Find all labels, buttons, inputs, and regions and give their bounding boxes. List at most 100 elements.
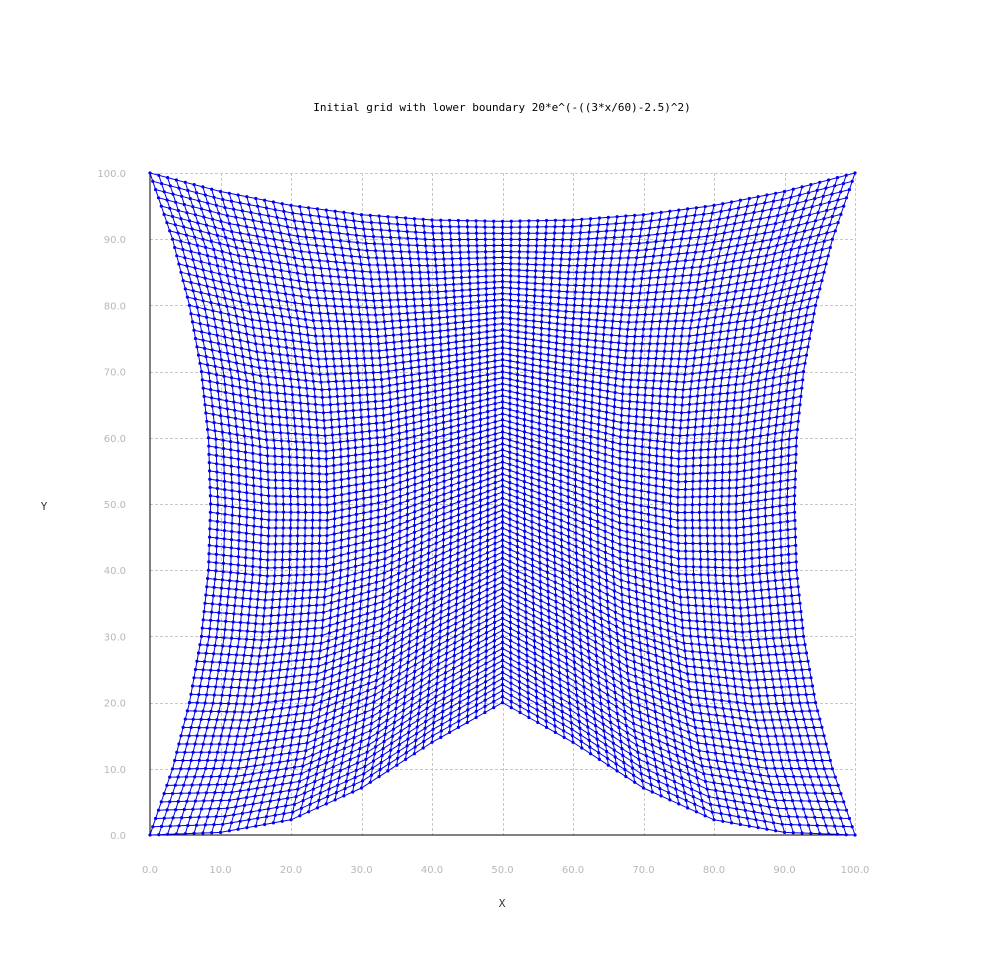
grid-point [787,815,791,819]
grid-point [316,580,320,584]
grid-point [395,375,399,379]
grid-point [291,810,295,814]
grid-point [471,444,475,449]
grid-point [370,645,374,650]
grid-point [382,739,386,744]
grid-point [579,651,583,656]
grid-point [719,510,724,514]
grid-point [203,823,207,827]
grid-point [522,448,527,453]
grid-point [508,408,512,412]
grid-point [292,802,296,807]
grid-point [611,669,615,674]
grid-point [750,451,754,455]
grid-point [419,426,423,430]
grid-point [735,534,739,538]
grid-point [478,362,482,366]
grid-point [774,652,778,657]
grid-point [360,584,364,589]
grid-point [351,601,355,606]
grid-point [728,470,732,474]
grid-point [530,564,535,568]
grid-point [799,394,803,398]
grid-point [266,542,270,546]
grid-point [530,438,534,442]
grid-point [322,603,326,607]
grid-point [666,694,670,698]
grid-point [285,416,289,420]
grid-point [215,519,219,524]
grid-point [717,804,721,808]
grid-point [315,418,319,422]
grid-point [599,616,603,621]
grid-point [621,695,625,699]
grid-point [351,609,355,613]
grid-point [780,570,784,574]
grid-point [575,578,579,582]
grid-point [448,386,452,390]
grid-point [726,692,731,696]
grid-point [317,557,321,561]
grid-point [771,758,775,762]
grid-point [565,668,569,673]
grid-point [563,636,567,640]
grid-point [544,713,548,717]
grid-point [545,385,550,389]
grid-point [272,746,277,750]
grid-point [471,463,475,467]
grid-point [736,574,740,578]
grid-point [569,607,573,611]
grid-point [538,383,542,387]
grid-point [239,669,244,674]
grid-point [437,655,441,660]
grid-point [610,734,615,738]
grid-point [516,600,520,604]
grid-point [500,550,505,554]
grid-point [559,538,564,542]
grid-point [405,526,409,531]
grid-point [335,742,340,747]
grid-point [662,470,666,474]
grid-point [464,510,468,514]
grid-point [412,537,416,541]
grid-point [339,553,343,557]
grid-point [315,806,319,810]
grid-point [508,620,512,625]
grid-point [453,628,458,632]
grid-point [553,373,557,377]
grid-point [262,614,266,618]
grid-point [645,761,650,765]
grid-point [753,662,757,666]
grid-point [593,640,598,644]
grid-point [336,783,340,787]
grid-point [369,466,373,470]
grid-point [478,386,482,391]
grid-point [427,551,431,555]
grid-point [570,620,574,625]
grid-point [471,532,475,536]
grid-point [410,606,414,610]
grid-point [348,371,353,375]
grid-point [190,783,194,787]
grid-point [619,571,623,575]
grid-point [574,437,578,441]
grid-point [227,423,231,427]
grid-point [647,542,651,546]
grid-point [669,532,673,536]
grid-point [706,455,710,459]
grid-point [369,502,373,506]
grid-point [254,404,258,408]
grid-point [203,660,207,664]
grid-point [478,399,482,403]
grid-point [582,426,586,430]
grid-point [598,589,602,593]
grid-point [574,431,578,435]
grid-point [223,512,227,516]
grid-point [561,375,565,379]
grid-point [603,543,607,548]
grid-point [321,618,325,622]
grid-point [354,490,358,494]
grid-point [767,424,771,429]
grid-point [269,614,273,618]
grid-point [625,443,630,447]
